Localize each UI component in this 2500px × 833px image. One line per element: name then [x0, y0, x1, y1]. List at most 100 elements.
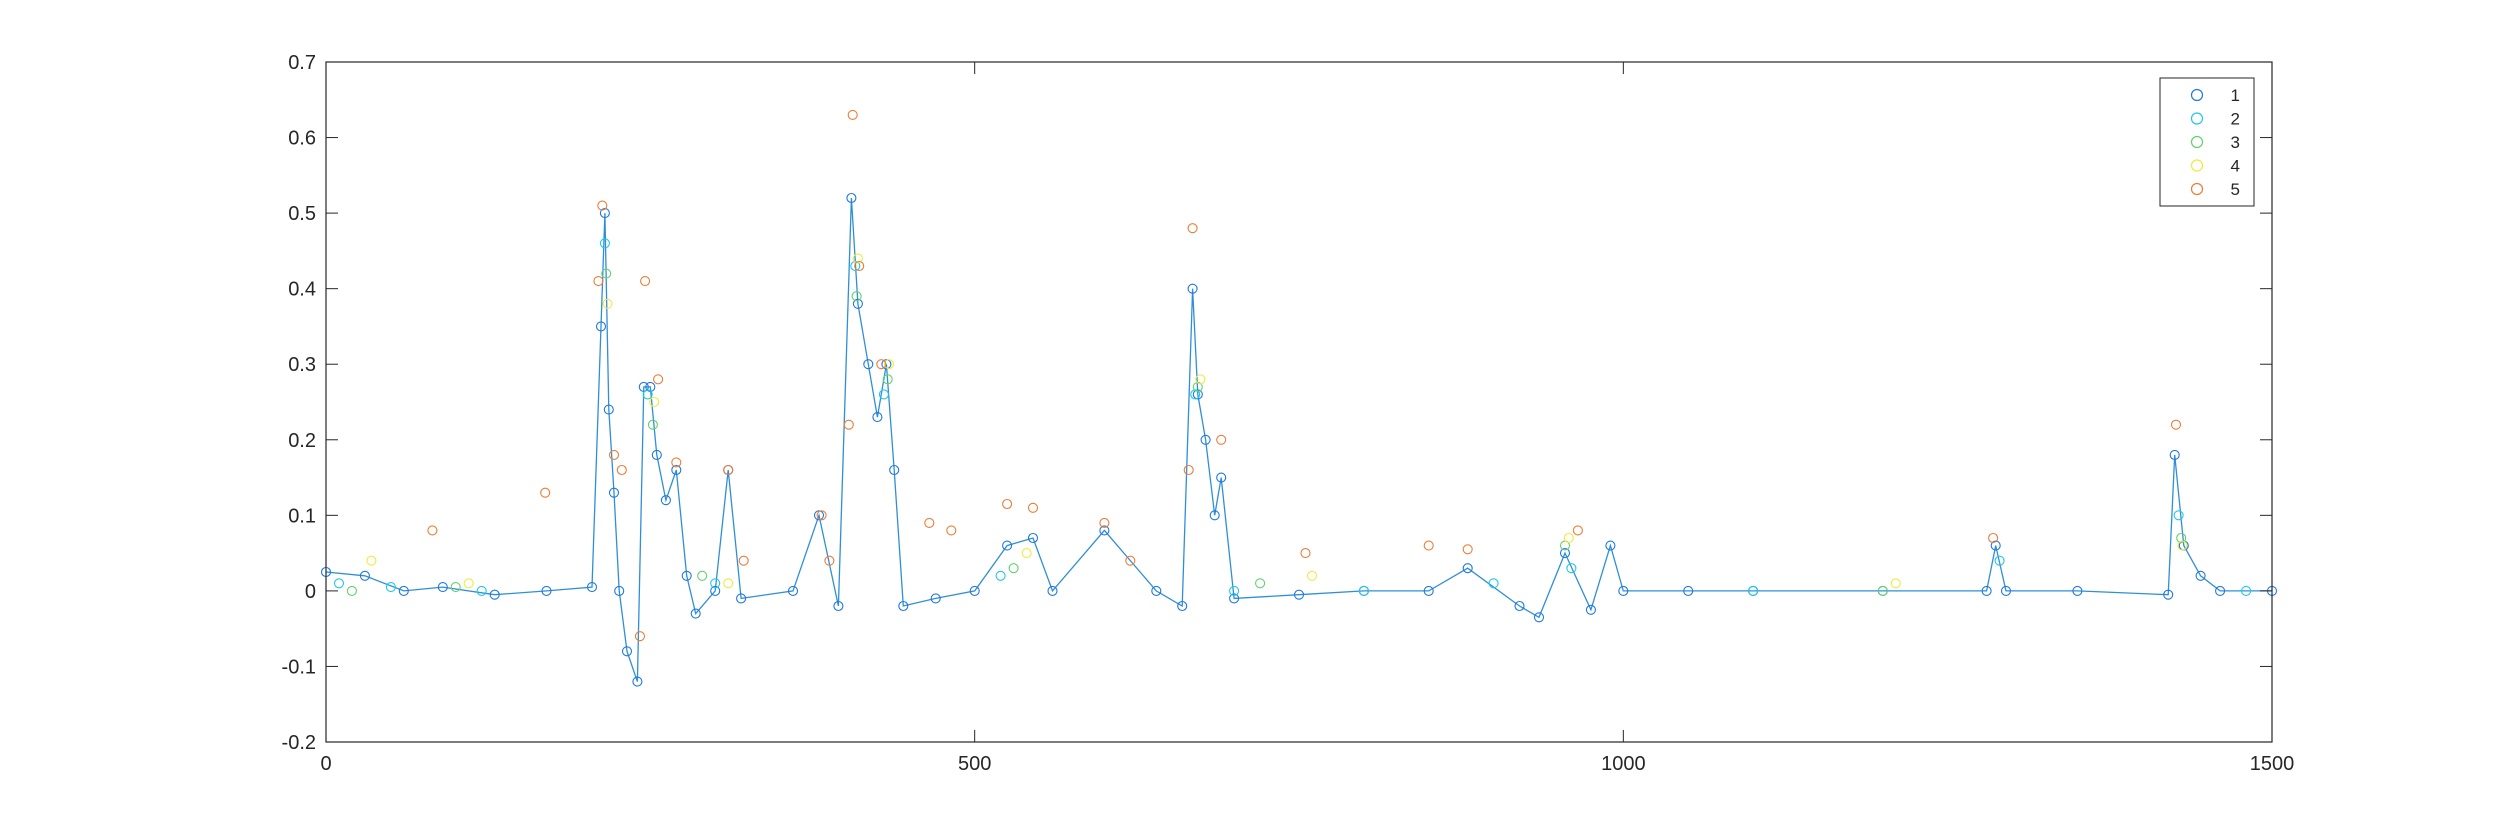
y-tick-label: 0.3 — [288, 354, 316, 376]
series-4-point — [463, 578, 474, 589]
legend-label: 3 — [2231, 133, 2240, 152]
series-1-point — [930, 593, 941, 604]
series-1-point — [787, 585, 799, 596]
series-3-point — [882, 374, 893, 385]
series-3-point — [851, 291, 862, 302]
y-tick-label: -0.1 — [282, 656, 316, 678]
series-1-point — [736, 593, 747, 604]
series-2-point — [2173, 510, 2184, 521]
series-1-point — [489, 589, 500, 600]
series-3-point — [450, 582, 461, 593]
series-5-point — [1216, 434, 1227, 445]
series-3-point — [601, 268, 612, 279]
legend-item-1: 1 — [2190, 86, 2240, 105]
series-1-point — [2000, 585, 2012, 596]
series-1-point — [2195, 570, 2206, 581]
series-1-point — [1990, 540, 2001, 551]
marker-layer — [320, 109, 2278, 687]
series-2-point — [476, 585, 487, 596]
series-1-point — [872, 412, 883, 423]
series-1-point — [1216, 472, 1227, 483]
series-1-point — [852, 298, 863, 309]
x-tick-label: 0 — [320, 753, 331, 775]
series-5-point — [540, 487, 551, 498]
series-4-point — [602, 298, 613, 309]
series-5-markers — [427, 109, 2182, 642]
series-1-point — [1559, 548, 1571, 559]
series-1-point — [586, 582, 598, 593]
series-5-point — [876, 359, 887, 370]
series-1-point — [1187, 283, 1198, 294]
series-1-point — [1200, 434, 1211, 445]
x-tick-label: 1000 — [1601, 753, 1646, 775]
series-1-point — [603, 404, 614, 415]
series-1-point — [541, 585, 552, 596]
series-1-point — [833, 600, 844, 612]
series-2-point — [850, 260, 861, 272]
series-5-point — [816, 510, 827, 521]
series-5-point — [1462, 544, 1473, 555]
series-4-point — [366, 555, 377, 566]
series-2-point — [1488, 578, 1499, 589]
legend-item-2: 2 — [2190, 110, 2240, 129]
series-1-point — [846, 192, 857, 204]
series-5-point — [593, 276, 604, 287]
series-1-point — [398, 585, 409, 596]
series-3-point — [1255, 578, 1266, 589]
series-4-point — [852, 253, 863, 264]
series-1-point — [1605, 540, 1616, 551]
series-2-point — [599, 238, 610, 249]
series-2-point — [710, 578, 721, 589]
series-1-point — [1027, 532, 1039, 544]
y-tick-label: 0 — [305, 581, 316, 603]
legend-item-5: 5 — [2190, 180, 2240, 199]
series-5-point — [653, 374, 664, 385]
legend-label: 5 — [2231, 180, 2240, 199]
series-1-point — [813, 510, 825, 521]
series-1-point — [632, 676, 643, 687]
series-5-point — [634, 631, 646, 642]
series-1-point — [710, 585, 721, 596]
series-5-point — [738, 555, 749, 566]
series-1-point — [651, 449, 662, 460]
series-3-point — [346, 585, 357, 596]
series-5-point — [1572, 525, 1583, 536]
series-1-point — [1293, 589, 1305, 600]
series-1-point — [660, 495, 671, 506]
tick-layer: 0 500 1000 1500 -0.2 -0.1 0 0.1 0.2 0.3 0.4 0.5 0.6 0… — [282, 52, 2295, 775]
series-5-point — [1300, 548, 1311, 559]
y-tick-label: -0.2 — [282, 732, 316, 754]
series-line-layer — [325, 197, 2272, 682]
x-tick-label: 1500 — [2250, 753, 2295, 775]
series-5-point — [608, 449, 620, 460]
legend-marker — [2190, 159, 2204, 172]
series-3-point — [697, 570, 708, 581]
legend-marker — [2190, 182, 2204, 196]
series-2-point — [642, 389, 653, 400]
series-1-point — [645, 381, 656, 392]
series-1-point — [889, 464, 900, 476]
series-1-point — [1533, 612, 1545, 623]
plot-background — [326, 62, 2272, 742]
series-2-point — [2241, 585, 2252, 596]
series-1-point — [1514, 600, 1525, 612]
series-1-point — [1209, 510, 1220, 521]
series-5-point — [1988, 532, 1999, 544]
series-5-point — [1423, 540, 1434, 551]
series-4-point — [1195, 374, 1206, 385]
series-3-point — [2176, 532, 2187, 544]
y-tick-label: 0.7 — [288, 52, 316, 74]
series-5-point — [1002, 498, 1013, 510]
series-2-point — [1229, 585, 1240, 596]
series-5-point — [1187, 223, 1198, 234]
series-2-point — [878, 389, 889, 400]
series-5-point — [1183, 464, 1194, 476]
y-tick-label: 0.5 — [288, 203, 316, 225]
series-1-point — [690, 608, 701, 619]
series-1-line — [325, 197, 2272, 682]
series-2-point — [333, 578, 345, 589]
series-5-point — [1027, 502, 1039, 513]
series-1-point — [2072, 585, 2083, 596]
series-4-point — [2177, 540, 2188, 551]
